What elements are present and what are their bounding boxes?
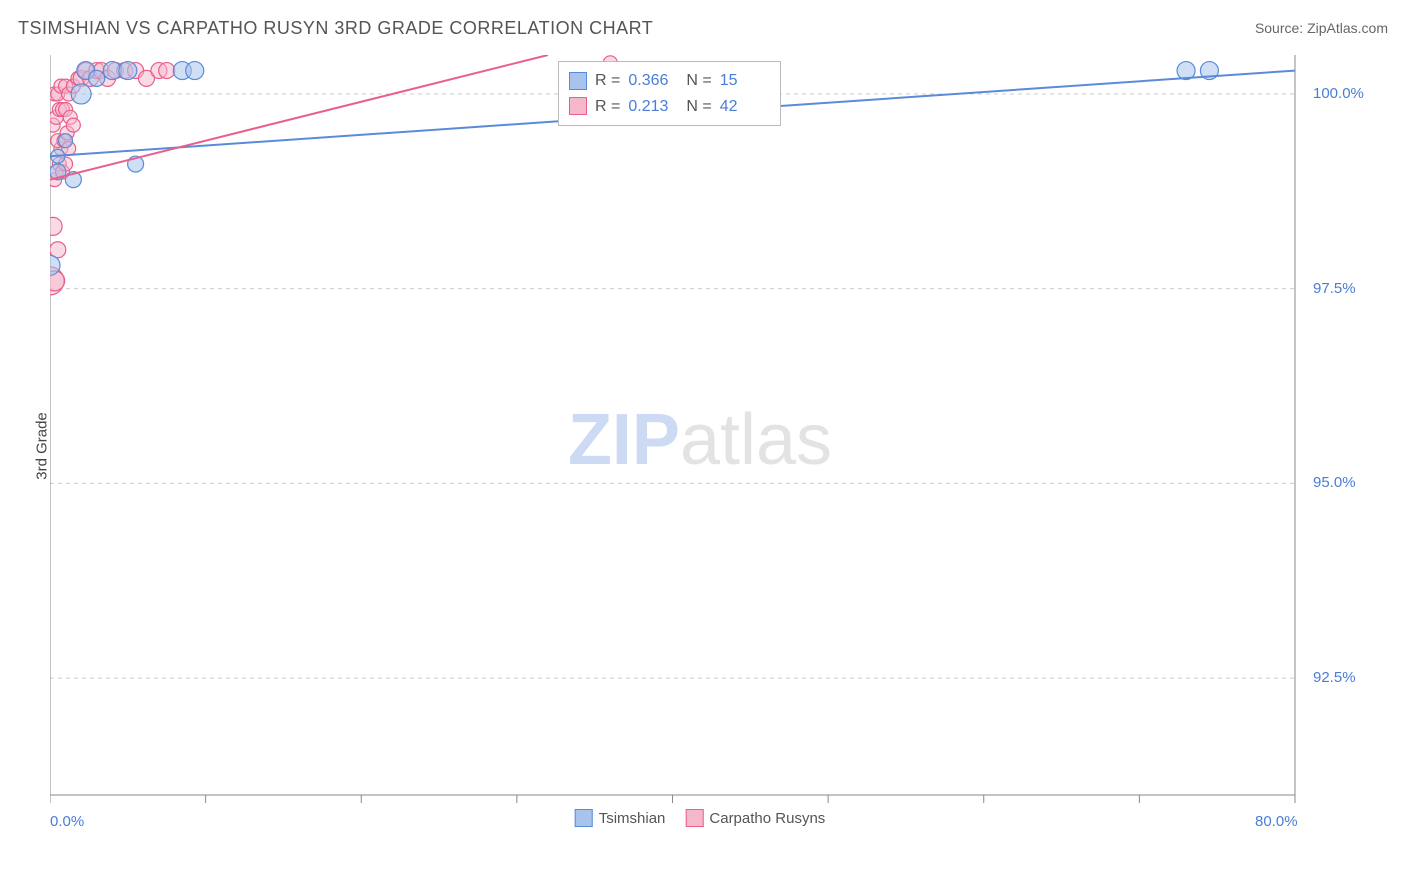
plot-area: ZIPatlas 92.5%95.0%97.5%100.0% 0.0%80.0%…: [50, 55, 1350, 825]
stats-swatch: [569, 97, 587, 115]
chart-title: TSIMSHIAN VS CARPATHO RUSYN 3RD GRADE CO…: [18, 18, 653, 38]
stats-n-label: N =: [686, 68, 711, 94]
legend-item: Carpatho Rusyns: [685, 809, 825, 827]
series-legend: Tsimshian Carpatho Rusyns: [575, 809, 826, 827]
y-axis-label: 3rd Grade: [33, 412, 50, 480]
legend-item: Tsimshian: [575, 809, 666, 827]
stats-swatch: [569, 72, 587, 90]
x-tick-label: 80.0%: [1255, 813, 1298, 830]
chart-source: Source: ZipAtlas.com: [1255, 20, 1388, 36]
y-tick-label: 92.5%: [1313, 669, 1356, 686]
chart-canvas: [50, 55, 1350, 825]
chart-header: TSIMSHIAN VS CARPATHO RUSYN 3RD GRADE CO…: [18, 18, 1388, 48]
y-tick-label: 100.0%: [1313, 85, 1364, 102]
legend-label: Carpatho Rusyns: [709, 810, 825, 827]
legend-swatch: [575, 809, 593, 827]
x-tick-label: 0.0%: [50, 813, 84, 830]
stats-r-value: 0.213: [628, 94, 678, 120]
stats-box: R = 0.366 N = 15 R = 0.213 N = 42: [558, 61, 781, 126]
stats-row: R = 0.366 N = 15: [569, 68, 770, 94]
legend-swatch: [685, 809, 703, 827]
stats-n-label: N =: [686, 94, 711, 120]
stats-row: R = 0.213 N = 42: [569, 94, 770, 120]
legend-label: Tsimshian: [599, 810, 666, 827]
stats-r-label: R =: [595, 68, 620, 94]
y-tick-label: 95.0%: [1313, 474, 1356, 491]
stats-n-value: 15: [720, 68, 770, 94]
stats-r-value: 0.366: [628, 68, 678, 94]
y-tick-label: 97.5%: [1313, 280, 1356, 297]
stats-r-label: R =: [595, 94, 620, 120]
stats-n-value: 42: [720, 94, 770, 120]
